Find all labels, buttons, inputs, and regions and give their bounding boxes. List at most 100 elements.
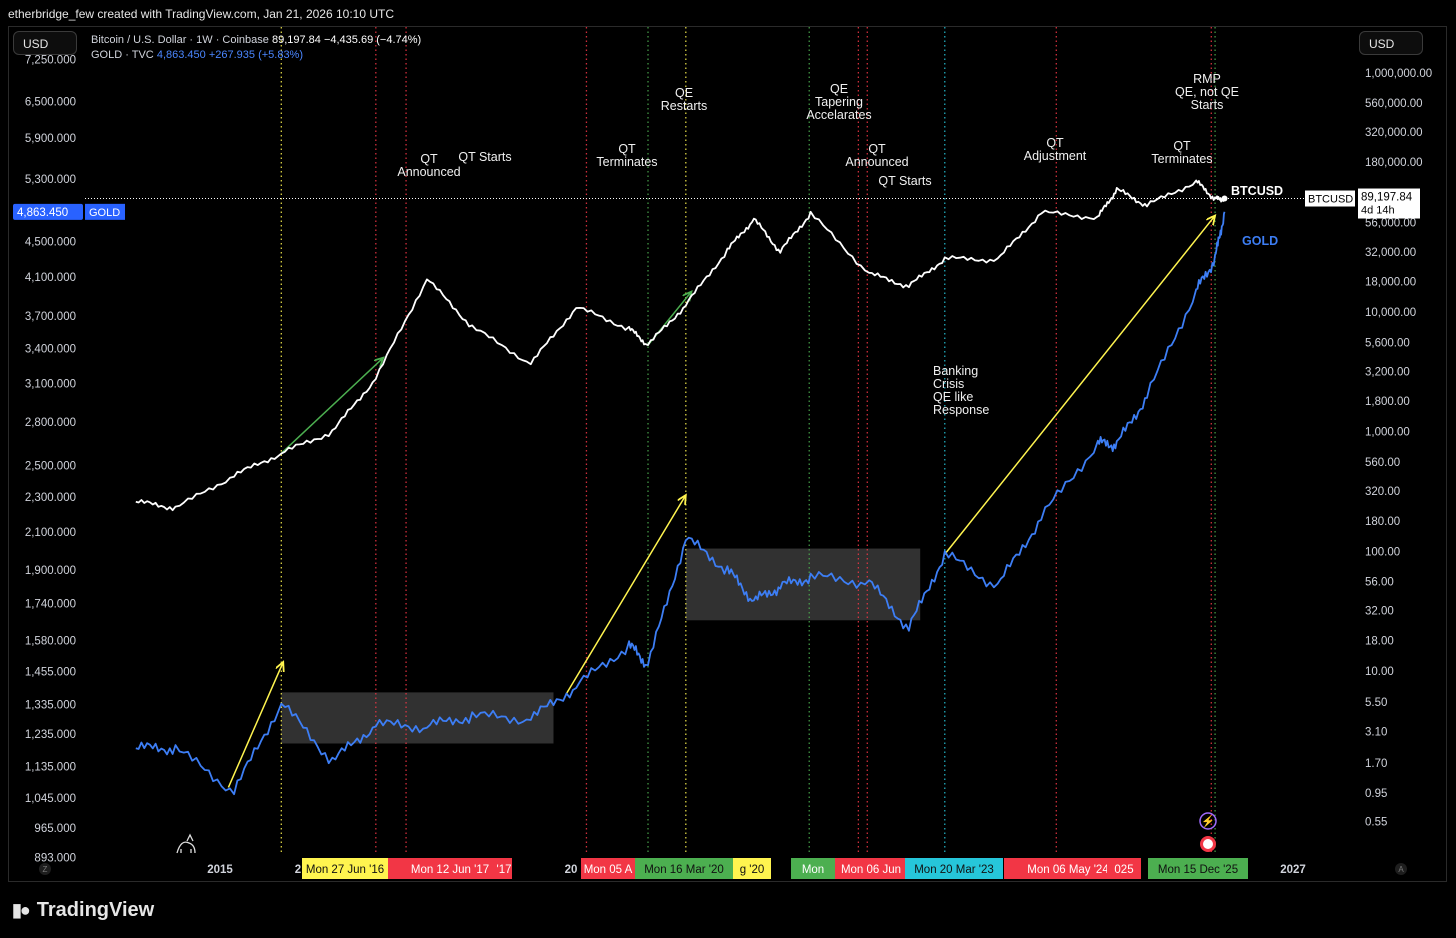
auto-scale-icon [1395, 863, 1407, 875]
consolidation-boxes [281, 548, 921, 744]
right-axis-tick: 32,000.00 [1365, 247, 1416, 259]
attribution-bar: etherbridge_few created with TradingView… [0, 0, 1456, 28]
date-tag-bg [905, 858, 1003, 879]
btc-price-tag: 89,197.84 [1361, 192, 1413, 204]
right-axis-tick: 18.00 [1365, 635, 1394, 647]
gold-price-tag: 4,863.450 [17, 207, 68, 219]
btc-value: 89,197.84 −4,435.69 (−4.74%) [271, 34, 422, 46]
left-price-axis[interactable]: 7,250.000 6,500.000 5,900.000 5,300.000 4,50… [25, 55, 76, 865]
date-tag-bg [581, 858, 635, 879]
right-axis-tick: 10,000.00 [1365, 307, 1416, 319]
annotation-line: QT [868, 142, 886, 156]
event-annotation: RMP QE, not QE Starts [1175, 72, 1239, 112]
annotation-line: Terminates [1151, 152, 1212, 166]
btc-line [135, 179, 1226, 512]
right-axis-tick: 0.55 [1365, 817, 1387, 829]
annotation-line: QT [420, 152, 438, 166]
timezone-icon-label: Z [43, 865, 48, 874]
date-tag: Mon 15 Dec '25 [1158, 864, 1238, 876]
date-tag: Mon 06 May '24 [1027, 864, 1109, 876]
left-axis-tick: 1,455.000 [25, 667, 76, 679]
chart-icons: ⚡ [176, 812, 1217, 854]
lightning-event-icon [1199, 812, 1217, 830]
left-currency-button[interactable]: USD [13, 31, 77, 55]
time-axis-tick: 2027 [1280, 864, 1306, 876]
btc-legend-row[interactable]: Bitcoin / U.S. Dollar · 1W · Coinbase 89… [91, 33, 421, 48]
left-axis-tick: 6,500.000 [25, 96, 76, 108]
date-tag-bg [1148, 858, 1248, 879]
tradingview-icon: ▮● [12, 900, 31, 920]
annotation-line: QT [1046, 136, 1064, 150]
tradingview-logo[interactable]: ▮● TradingView [12, 899, 154, 922]
trend-arrow [280, 358, 383, 454]
date-tag-bg [388, 858, 512, 879]
date-tag-bg [1004, 858, 1132, 879]
right-axis-tick: 3,200.00 [1365, 366, 1410, 378]
left-axis-tick: 2,500.000 [25, 460, 76, 472]
btc-symbol: Bitcoin / U.S. Dollar · 1W · Coinbase [91, 34, 269, 46]
btc-price-tag-bg [1358, 188, 1420, 219]
us-flag-icon-inner [1203, 839, 1213, 849]
gold-label-tag-bg [85, 203, 125, 220]
annotation-line: Adjustment [1024, 149, 1087, 163]
left-axis-tick: 893.000 [34, 853, 76, 865]
event-annotation: QT Announced [397, 152, 460, 179]
lightning-icon-glyph: ⚡ [1201, 815, 1215, 828]
left-axis-tick: 3,400.000 [25, 343, 76, 355]
date-tag-bg [791, 858, 835, 879]
date-tag-bg [496, 858, 512, 879]
right-price-axis[interactable]: 1,000,000.00 560,000.00 320,000.00 180,000.… [1365, 68, 1432, 829]
right-axis-tick: 320,000.00 [1365, 127, 1423, 139]
dinosaur-icon [176, 833, 196, 854]
date-tag-bg [733, 858, 771, 879]
right-currency-button[interactable]: USD [1359, 31, 1423, 55]
annotation-line: Crisis [933, 377, 964, 391]
left-axis-tick: 2,300.000 [25, 492, 76, 504]
annotation-line: Accelarates [806, 108, 871, 122]
chart-panel[interactable]: QT Announced QT Starts QT Terminates QE Restar… [8, 26, 1447, 882]
date-tag: Mon 16 Mar '20 [644, 864, 724, 876]
gold-line [135, 211, 1226, 796]
gold-legend-row[interactable]: GOLD · TVC 4,863.450 +267.935 (+5.83%) [91, 48, 421, 63]
consolidation-box [281, 692, 554, 744]
date-tag: Mon 27 Jun '16 [306, 864, 384, 876]
gold-label-tag: GOLD [89, 207, 120, 219]
time-axis-tick: 2015 [207, 864, 233, 876]
left-axis-tick: 1,580.000 [25, 635, 76, 647]
trend-arrow [227, 662, 283, 788]
right-axis-tick: 1,000,000.00 [1365, 68, 1432, 80]
date-tag-bg [635, 858, 733, 879]
gold-price-tag-bg [13, 203, 83, 220]
currency-label: USD [23, 37, 49, 51]
left-axis-tick: 5,300.000 [25, 174, 76, 186]
event-annotation: QT Announced [845, 142, 908, 169]
left-axis-tick: 4,500.000 [25, 236, 76, 248]
annotation-line: Banking [933, 364, 978, 378]
btc-label-tag-bg [1305, 190, 1355, 207]
left-axis-tick: 3,700.000 [25, 311, 76, 323]
btc-last-point [1221, 195, 1228, 202]
attribution-text: etherbridge_few created with TradingView… [8, 7, 395, 21]
date-tag: Mon 12 Jun '17 [411, 864, 489, 876]
left-axis-tick: 2,100.000 [25, 527, 76, 539]
legend: Bitcoin / U.S. Dollar · 1W · Coinbase 89… [91, 33, 421, 63]
time-axis-tick: 2 [295, 864, 301, 876]
timezone-icon [39, 863, 51, 875]
trend-arrow [944, 216, 1215, 555]
annotation-line: QE, not QE [1175, 85, 1239, 99]
btc-series-label: BTCUSD [1231, 184, 1283, 198]
date-tag: g '20 [740, 864, 765, 876]
gold-symbol: GOLD · TVC [91, 49, 154, 61]
annotation-line: Announced [397, 165, 460, 179]
event-annotation: QT Terminates [596, 142, 657, 169]
btc-label-tag: BTCUSD [1308, 194, 1353, 206]
currency-label: USD [1369, 37, 1395, 51]
annotation-line: Response [933, 403, 989, 417]
auto-scale-icon-label: A [1398, 865, 1404, 874]
right-axis-tick: 1,000.00 [1365, 427, 1410, 439]
time-axis-tick: 20 [565, 864, 578, 876]
